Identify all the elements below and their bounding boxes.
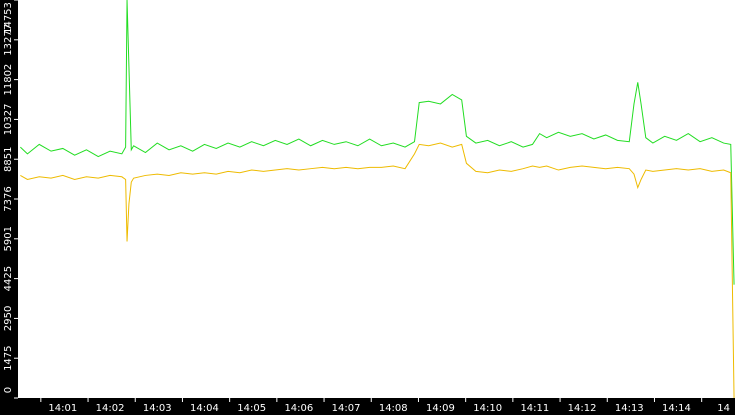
y-tick-label: 4425 bbox=[3, 266, 14, 291]
x-tick-label: 14:07 bbox=[332, 403, 361, 414]
y-tick-label: 0 bbox=[3, 387, 14, 393]
x-tick-label: 14:04 bbox=[190, 403, 219, 414]
x-tick-label: 14:12 bbox=[568, 403, 597, 414]
x-tick-label: 14 bbox=[717, 403, 730, 414]
x-tick-label: 14:05 bbox=[237, 403, 266, 414]
y-tick-label: 1475 bbox=[3, 345, 14, 370]
x-tick-label: 14:08 bbox=[379, 403, 408, 414]
y-tick-label: 5901 bbox=[3, 226, 14, 251]
x-tick-label: 14:11 bbox=[520, 403, 549, 414]
y-tick-label: 7376 bbox=[3, 186, 14, 211]
y-tick-label: 2950 bbox=[3, 306, 14, 331]
x-tick-label: 14:09 bbox=[426, 403, 455, 414]
x-tick-label: 14:10 bbox=[473, 403, 502, 414]
x-tick-label: 14:06 bbox=[284, 403, 313, 414]
y-tick-label: 14753 bbox=[3, 2, 14, 34]
x-axis-strip bbox=[0, 398, 735, 415]
series-line bbox=[20, 0, 735, 285]
y-tick-label: 13277 bbox=[3, 24, 14, 56]
y-tick-label: 10327 bbox=[3, 103, 14, 135]
x-tick-label: 14:14 bbox=[662, 403, 691, 414]
x-tick-label: 14:13 bbox=[615, 403, 644, 414]
x-tick-label: 14:01 bbox=[48, 403, 77, 414]
y-axis-strip bbox=[0, 0, 18, 415]
x-tick-label: 14:02 bbox=[96, 403, 125, 414]
series-line bbox=[20, 142, 735, 398]
x-tick-label: 14:03 bbox=[143, 403, 172, 414]
plot-area bbox=[20, 0, 735, 398]
y-tick-label: 8851 bbox=[3, 146, 14, 171]
y-tick-label: 11802 bbox=[3, 64, 14, 96]
